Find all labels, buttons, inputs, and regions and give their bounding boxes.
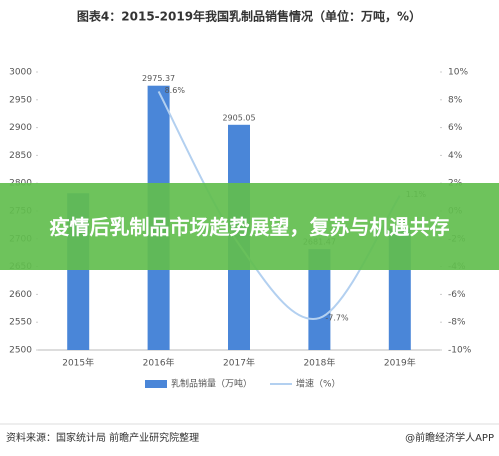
banner-title: 疫情后乳制品市场趋势展望，复苏与机遇共存 bbox=[49, 214, 450, 239]
legend-label: 乳制品销量（万吨） bbox=[171, 378, 252, 390]
y2-tick-label: -6% bbox=[448, 290, 466, 300]
bar bbox=[308, 249, 331, 350]
legend-swatch bbox=[145, 380, 167, 388]
y2-tick-label: 8% bbox=[448, 95, 463, 105]
y2-tick-label: -8% bbox=[448, 318, 466, 328]
y-tick-label: 2850 bbox=[9, 151, 32, 161]
y-tick-label: 2900 bbox=[9, 123, 32, 133]
y-tick-label: 2600 bbox=[9, 290, 32, 300]
y-tick-label: 2550 bbox=[9, 318, 32, 328]
x-tick-label: 2018年 bbox=[303, 357, 335, 369]
banner: 疫情后乳制品市场趋势展望，复苏与机遇共存 bbox=[0, 183, 499, 270]
line-value-label: 8.6% bbox=[165, 86, 186, 95]
y-tick-label: 3000 bbox=[9, 68, 32, 78]
bar-value-label: 2975.37 bbox=[142, 74, 175, 83]
bar-value-label: 2905.05 bbox=[222, 113, 255, 122]
y2-tick-label: 10% bbox=[448, 68, 468, 78]
y-tick-label: 2950 bbox=[9, 95, 32, 105]
x-tick-label: 2015年 bbox=[62, 357, 94, 369]
brand: @前瞻经济学人APP bbox=[405, 431, 494, 444]
source: 资料来源：国家统计局 前瞻产业研究院整理 bbox=[6, 431, 199, 444]
x-tick-label: 2017年 bbox=[223, 357, 255, 369]
line-value-label: -7.7% bbox=[325, 314, 349, 323]
x-tick-label: 2016年 bbox=[143, 357, 175, 369]
y2-tick-label: 6% bbox=[448, 123, 463, 133]
chart-title: 图表4：2015-2019年我国乳制品销售情况（单位：万吨，%） bbox=[77, 9, 421, 24]
legend-label: 增速（%） bbox=[296, 378, 341, 390]
y2-tick-label: 4% bbox=[448, 151, 463, 161]
x-tick-label: 2019年 bbox=[384, 357, 416, 369]
y-tick-label: 2500 bbox=[9, 346, 32, 356]
y2-tick-label: -10% bbox=[448, 346, 472, 356]
